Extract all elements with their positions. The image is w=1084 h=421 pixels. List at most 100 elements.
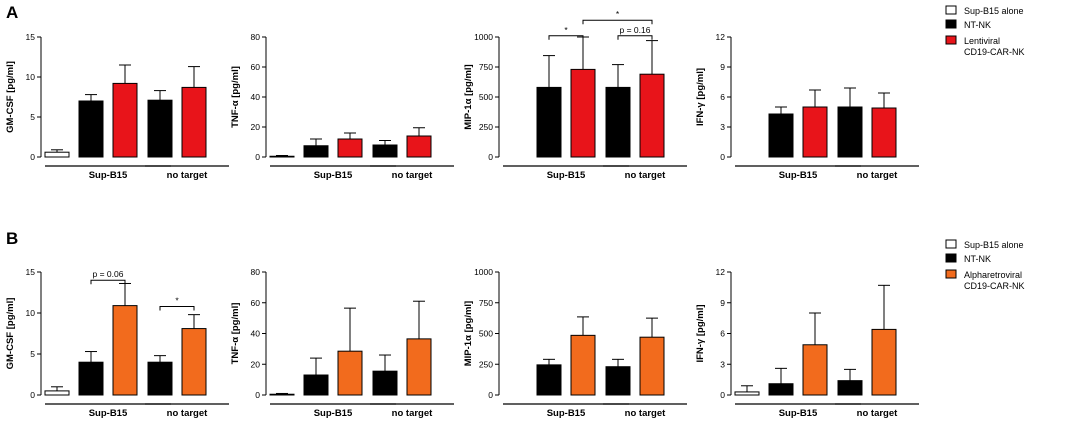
y-tick-label: 6 [720,92,725,102]
legend-swatch [945,5,957,15]
y-axis-label: MIP-1α [pg/ml] [463,301,474,366]
bar [871,107,897,158]
y-tick-label: 0 [255,152,260,162]
bar [639,73,665,158]
y-tick-label: 3 [720,359,725,369]
legend-label: NT-NK [964,254,991,264]
bar [303,145,329,158]
significance-bracket [90,279,126,285]
bar [570,68,596,158]
y-tick-label: 80 [251,267,261,277]
significance-label: p = 0.06 [93,269,124,279]
chart-5: 0 5 10 15 GM-CSF [pg/ml] Sup-B15 no target p = … [5,267,229,419]
y-tick-label: 0 [720,152,725,162]
group-label: Sup-B15 [547,408,586,419]
bar [269,155,295,158]
y-tick-label: 12 [716,32,726,42]
chart-8: 0 3 6 9 12 IFN-γ [pg/ml] Sup-B15 no target [695,267,919,419]
y-axis-label: IFN-γ [pg/ml] [695,304,706,362]
y-tick-label: 250 [479,122,493,132]
y-tick-label: 10 [26,72,36,82]
y-tick-label: 750 [479,62,493,72]
y-tick-label: 12 [716,267,726,277]
y-tick-label: 15 [26,32,36,42]
bar [768,113,794,158]
y-tick-label: 5 [30,349,35,359]
y-tick-label: 40 [251,329,261,339]
chart-3: 0 250 500 750 1000 MIP-1α [pg/ml] Sup-B15 no ta… [463,9,687,181]
group-label: no target [625,408,666,419]
group-label: no target [392,408,433,419]
bar [181,328,207,396]
chart-1: 0 5 10 15 GM-CSF [pg/ml] Sup-B15 no target [5,32,229,181]
group-label: Sup-B15 [89,408,128,419]
bar [406,135,432,158]
significance-bracket [548,35,584,40]
legend-label: Alpharetroviral [964,270,1022,280]
chart-6: 0 20 40 60 80 TNF-α [pg/ml] Sup-B15 no target [230,267,454,419]
bar [802,106,828,158]
bar [181,86,207,158]
y-tick-label: 5 [30,112,35,122]
bar [337,138,363,158]
y-tick-label: 0 [488,390,493,400]
y-tick-label: 0 [30,152,35,162]
panel-letter-a: A [6,3,18,22]
bar [802,344,828,396]
bar [605,366,631,396]
y-axis-label: GM-CSF [pg/ml] [5,61,16,133]
y-tick-label: 60 [251,62,261,72]
significance-bracket [582,19,653,25]
bar [536,86,562,158]
group-label: no target [167,170,208,181]
y-tick-label: 9 [720,62,725,72]
bar [78,361,104,396]
bar [147,99,173,158]
y-tick-label: 500 [479,92,493,102]
y-tick-label: 250 [479,359,493,369]
group-label: no target [857,170,898,181]
bar [871,328,897,396]
group-label: Sup-B15 [779,408,818,419]
bar [44,151,70,158]
legend-swatch [945,19,957,29]
significance-label: * [175,295,179,305]
group-label: no target [392,170,433,181]
group-label: Sup-B15 [547,170,586,181]
bar [303,374,329,396]
legend-label: CD19-CAR-NK [964,281,1025,291]
legend-swatch [945,35,957,45]
y-tick-label: 15 [26,267,36,277]
y-tick-label: 1000 [474,32,493,42]
y-tick-label: 0 [720,390,725,400]
y-axis-label: GM-CSF [pg/ml] [5,298,16,370]
significance-bracket [159,305,195,311]
chart-7: 0 250 500 750 1000 MIP-1α [pg/ml] Sup-B15 no ta… [463,267,687,419]
bar [372,144,398,158]
significance-label: * [616,9,620,19]
y-tick-label: 0 [30,390,35,400]
bar [337,350,363,396]
significance-label: p = 0.16 [620,25,651,35]
bar [605,86,631,158]
bar [147,361,173,396]
y-tick-label: 0 [255,390,260,400]
y-axis-label: TNF-α [pg/ml] [230,66,241,128]
y-axis-label: MIP-1α [pg/ml] [463,64,474,129]
bar [44,390,70,396]
legend-label: CD19-CAR-NK [964,47,1025,57]
chart-2: 0 20 40 60 80 TNF-α [pg/ml] Sup-B15 no target [230,32,454,181]
y-tick-label: 0 [488,152,493,162]
bar [406,338,432,396]
y-tick-label: 1000 [474,267,493,277]
bar [78,100,104,158]
y-tick-label: 40 [251,92,261,102]
bar [837,106,863,158]
y-tick-label: 20 [251,122,261,132]
chart-4: 0 3 6 9 12 IFN-γ [pg/ml] Sup-B15 no target [695,32,919,181]
bar [112,82,138,158]
legend-panel-b: Sup-B15 alone NT-NK AlpharetroviralCD19-CA… [945,239,1025,291]
legend-swatch [945,253,957,263]
legend-label: NT-NK [964,20,991,30]
